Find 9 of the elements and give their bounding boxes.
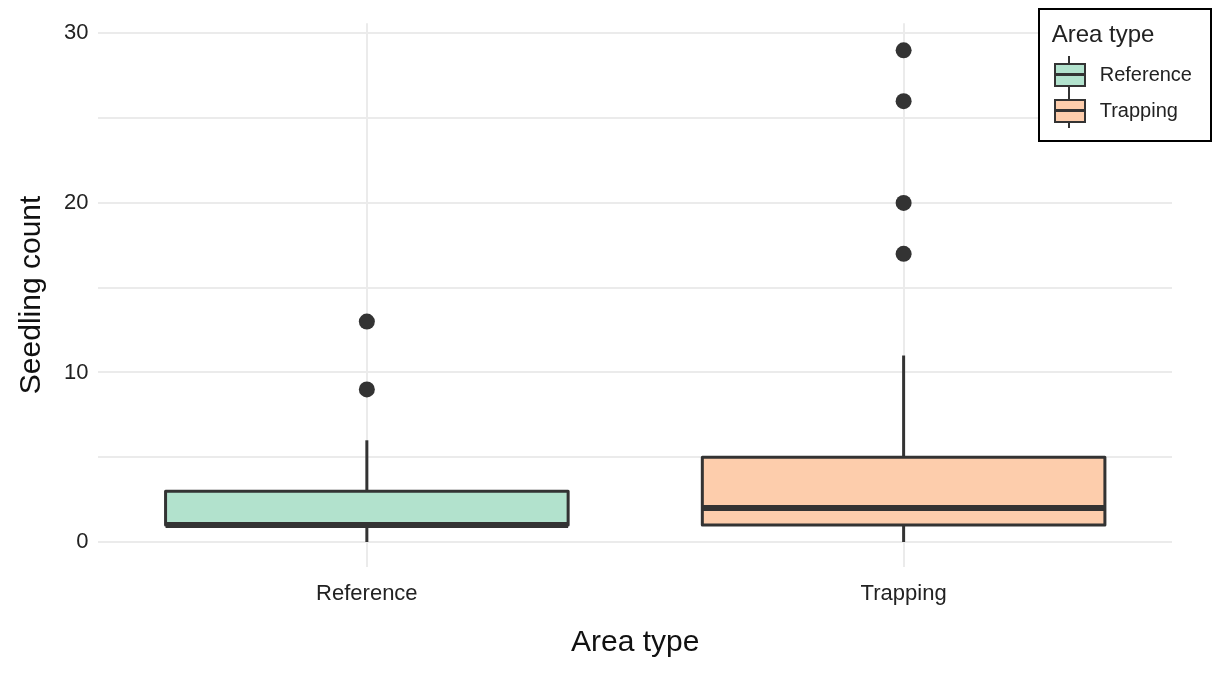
legend-title: Area type	[1051, 20, 1156, 48]
y-tick-label: 20	[63, 188, 89, 214]
y-tick-label: 10	[63, 358, 89, 384]
legend-label: Trapping	[1099, 98, 1178, 122]
y-axis-title: Seedling count	[13, 195, 47, 395]
y-tick-label: 30	[63, 19, 89, 45]
x-axis-title: Area type	[571, 624, 700, 658]
y-tick-label: 0	[76, 528, 89, 554]
legend-label: Reference	[1099, 62, 1192, 86]
